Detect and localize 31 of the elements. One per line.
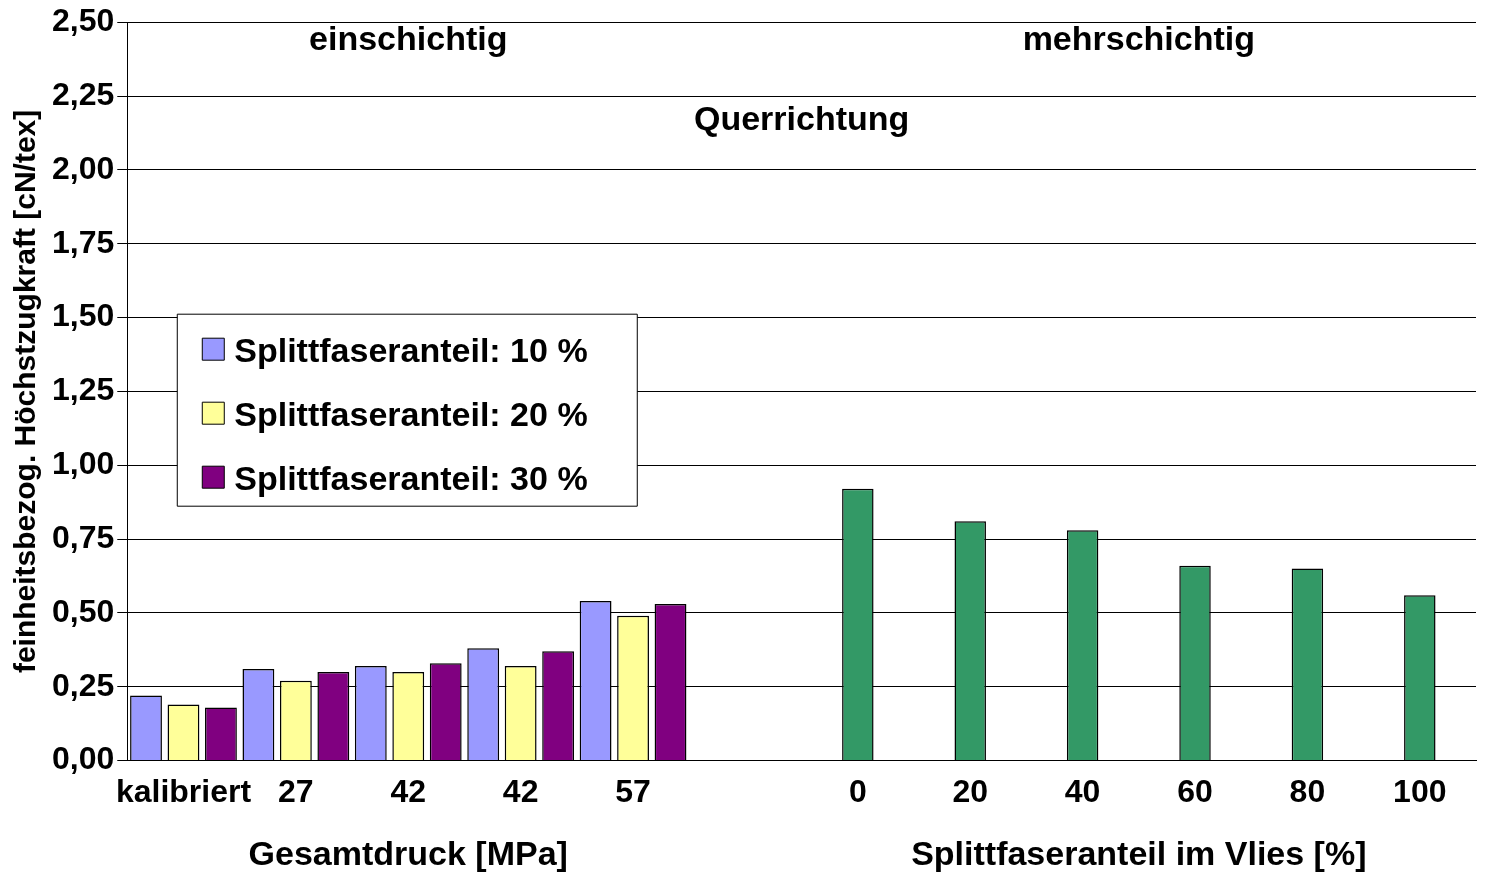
y-tick-label: 0,75 bbox=[52, 518, 115, 555]
x-tick-label: 57 bbox=[615, 772, 651, 809]
y-tick-label: 0,50 bbox=[52, 592, 115, 629]
y-tick-label: 1,00 bbox=[52, 445, 115, 482]
y-tick-label: 2,25 bbox=[52, 75, 115, 112]
annotation: einschichtig bbox=[309, 18, 508, 57]
x-tick-label: 0 bbox=[848, 772, 867, 809]
text: Splittfaseranteil im Vlies [%] bbox=[911, 833, 1367, 872]
legend-label: Splittfaseranteil: 20 % bbox=[234, 394, 588, 433]
x-tick-label: 60 bbox=[1177, 772, 1213, 809]
x-tick-label: 80 bbox=[1289, 772, 1326, 809]
x-tick-label: 40 bbox=[1064, 772, 1101, 809]
x-tick-label: kalibriert bbox=[115, 772, 252, 809]
y-tick-label: 0,25 bbox=[52, 666, 115, 703]
x-tick-label: 27 bbox=[278, 772, 314, 809]
x-tick-label: 42 bbox=[502, 772, 539, 809]
y-tick-label: 0,00 bbox=[52, 740, 115, 777]
x-axis-title: Gesamtdruck [MPa] bbox=[248, 833, 568, 872]
x-tick-label: 42 bbox=[390, 772, 427, 809]
text: Querrichtung bbox=[693, 98, 910, 137]
y-axis-title: feinheitsbezog. Höchstzugkraft [cN/tex] bbox=[8, 109, 42, 674]
annotation: mehrschichtig bbox=[1022, 18, 1256, 57]
y-tick-label: 2,00 bbox=[52, 149, 115, 186]
y-tick-label: 2,50 bbox=[52, 2, 115, 39]
legend-label: Splittfaseranteil: 30 % bbox=[234, 458, 588, 497]
y-tick-label: 1,50 bbox=[52, 297, 115, 334]
y-tick-label: 1,25 bbox=[52, 371, 115, 408]
x-tick-label: 100 bbox=[1393, 772, 1447, 809]
y-tick-label: 1,75 bbox=[52, 223, 115, 260]
legend-label: Splittfaseranteil: 10 % bbox=[234, 330, 588, 369]
x-tick-label: 20 bbox=[952, 772, 989, 809]
